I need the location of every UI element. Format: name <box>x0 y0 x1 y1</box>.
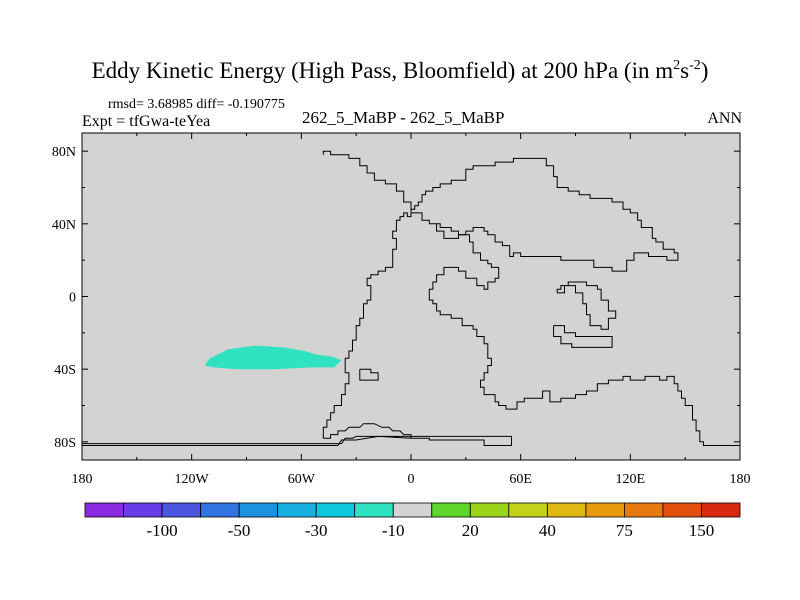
colorbar-label: 150 <box>689 521 715 540</box>
colorbar-box <box>662 502 702 518</box>
x-tick-label: 180 <box>72 472 93 487</box>
y-tick-label: 40N <box>52 218 76 233</box>
coastline-layer <box>82 150 740 446</box>
colorbar-label: -30 <box>305 521 328 540</box>
coastline-segment <box>82 435 512 446</box>
season-label: ANN <box>707 110 742 127</box>
colorbar-label: 20 <box>462 521 479 540</box>
colorbar-label: 40 <box>539 521 556 540</box>
stats-label: rmsd= 3.68985 diff= -0.190775 <box>108 97 285 112</box>
colorbar-label: 75 <box>616 521 633 540</box>
coastline-segment <box>428 223 740 446</box>
anomaly-region <box>204 345 342 370</box>
colorbar-box <box>123 502 163 518</box>
axis-ticks: 180 120W 60W 0 60E 120E 180 80N 40N 0 40S 80S <box>52 133 751 487</box>
x-tick-label: 120E <box>616 472 646 487</box>
colorbar-box <box>624 502 664 518</box>
colorbar-label: -10 <box>382 521 405 540</box>
x-tick-label: 60E <box>509 472 532 487</box>
colorbar: -100 -50 -30 -10 20 40 75 150 <box>84 502 741 540</box>
coastline-segment <box>556 281 617 330</box>
colorbar-box <box>277 502 317 518</box>
x-tick-label: 60W <box>288 472 316 487</box>
coastline-segment <box>323 423 412 439</box>
chart-title: Eddy Kinetic Energy (High Pass, Bloomfie… <box>91 58 709 83</box>
x-tick-label: 0 <box>408 472 415 487</box>
x-tick-label: 180 <box>730 472 751 487</box>
plot-background <box>82 133 740 460</box>
y-tick-label: 0 <box>69 291 76 306</box>
colorbar-box <box>354 502 394 518</box>
colorbar-box <box>200 502 240 518</box>
experiment-label: Expt = tfGwa-teYea <box>82 113 211 130</box>
colorbar-box <box>585 502 625 518</box>
y-tick-label: 40S <box>54 363 76 378</box>
colorbar-box <box>392 502 433 518</box>
colorbar-box <box>238 502 279 518</box>
colorbar-box <box>161 502 201 518</box>
coastline-segment <box>359 368 379 381</box>
colorbar-label: -50 <box>228 521 251 540</box>
colorbar-box <box>469 502 510 518</box>
anomaly-layer <box>204 345 342 370</box>
y-tick-label: 80S <box>54 436 76 451</box>
colorbar-box <box>84 502 124 518</box>
x-tick-label: 120W <box>175 472 210 487</box>
y-tick-label: 80N <box>52 145 76 160</box>
colorbar-label: -100 <box>147 521 178 540</box>
colorbar-box <box>508 502 548 518</box>
coastline-segment <box>322 150 679 439</box>
colorbar-box <box>431 502 471 518</box>
colorbar-box <box>701 502 741 518</box>
colorbar-box <box>315 502 356 518</box>
coastline-segment <box>553 325 613 348</box>
colorbar-box <box>546 502 587 518</box>
case-label: 262_5_MaBP - 262_5_MaBP <box>302 108 505 127</box>
